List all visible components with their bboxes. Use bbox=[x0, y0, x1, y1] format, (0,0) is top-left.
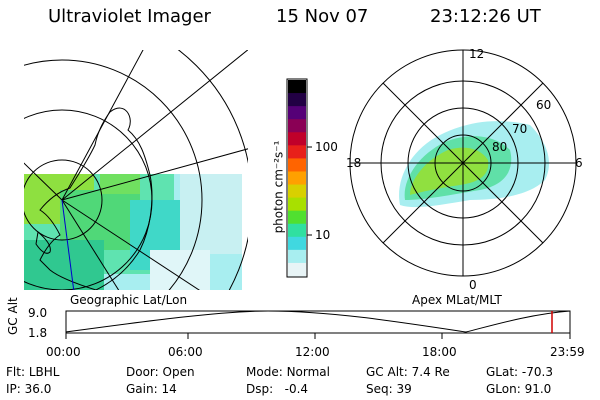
status-glat: GLat: -70.3 bbox=[486, 365, 553, 379]
time-label: 23:12:26 UT bbox=[430, 6, 541, 27]
timeline-ytick-min: 1.8 bbox=[28, 326, 48, 340]
date-label: 15 Nov 07 bbox=[276, 6, 369, 27]
colorbar-segment bbox=[288, 184, 306, 199]
timeline-axis-title: GC Alt bbox=[6, 297, 20, 335]
colorbar bbox=[286, 78, 312, 278]
status-mode: Mode: Normal bbox=[246, 365, 330, 379]
colorbar-segment bbox=[288, 249, 306, 264]
colorbar-segment bbox=[288, 80, 306, 94]
mlt-label-0: 0 bbox=[469, 278, 477, 292]
colorbar-segment bbox=[288, 210, 306, 225]
timeline-xtick-0000: 00:00 bbox=[46, 345, 81, 359]
colorbar-segment bbox=[288, 223, 306, 238]
status-door: Door: Open bbox=[126, 365, 195, 379]
colorbar-segment bbox=[288, 236, 306, 251]
colorbar-segment bbox=[288, 158, 306, 172]
timeline-xtick-1800: 18:00 bbox=[422, 345, 457, 359]
colorbar-segment bbox=[288, 171, 306, 186]
mlt-label-12: 12 bbox=[469, 47, 485, 61]
status-ip: IP: 36.0 bbox=[6, 382, 52, 396]
colorbar-segment bbox=[288, 262, 306, 277]
altitude-timeline bbox=[65, 310, 571, 339]
geographic-image-swath bbox=[24, 174, 242, 290]
status-filter: Flt: LBHL bbox=[6, 365, 60, 379]
colorbar-segment bbox=[288, 132, 306, 146]
colorbar-segment bbox=[288, 106, 306, 120]
status-gc-alt: GC Alt: 7.4 Re bbox=[366, 365, 450, 379]
status-glon: GLon: 91.0 bbox=[486, 382, 552, 396]
mlat-label-80: 80 bbox=[492, 140, 508, 154]
colorbar-unit-label: photon cm⁻²s⁻¹ bbox=[271, 140, 286, 234]
mlt-label-18: 18 bbox=[346, 156, 362, 170]
status-gain: Gain: 14 bbox=[126, 382, 177, 396]
colorbar-tick-100: 100 bbox=[315, 140, 338, 154]
colorbar-segment bbox=[288, 197, 306, 212]
mlt-label-6: 6 bbox=[575, 156, 583, 170]
geographic-panel-label: Geographic Lat/Lon bbox=[70, 293, 188, 307]
timeline-xtick-2359: 23:59 bbox=[550, 345, 585, 359]
status-seq: Seq: 39 bbox=[366, 382, 412, 396]
instrument-title: Ultraviolet Imager bbox=[48, 6, 211, 27]
colorbar-tick-10: 10 bbox=[315, 228, 331, 242]
timeline-xtick-1200: 12:00 bbox=[295, 345, 330, 359]
colorbar-segment bbox=[288, 93, 306, 107]
timeline-ytick-max: 9.0 bbox=[28, 306, 48, 320]
timeline-xtick-0600: 06:00 bbox=[168, 345, 203, 359]
status-dsp: Dsp: -0.4 bbox=[246, 382, 309, 396]
mlat-label-60: 60 bbox=[536, 98, 552, 112]
colorbar-segment bbox=[288, 145, 306, 159]
geographic-map bbox=[24, 50, 248, 290]
apex-panel-label: Apex MLat/MLT bbox=[412, 293, 502, 307]
mlat-label-70: 70 bbox=[512, 122, 528, 136]
polar-plot bbox=[349, 49, 577, 277]
colorbar-segment bbox=[288, 119, 306, 133]
